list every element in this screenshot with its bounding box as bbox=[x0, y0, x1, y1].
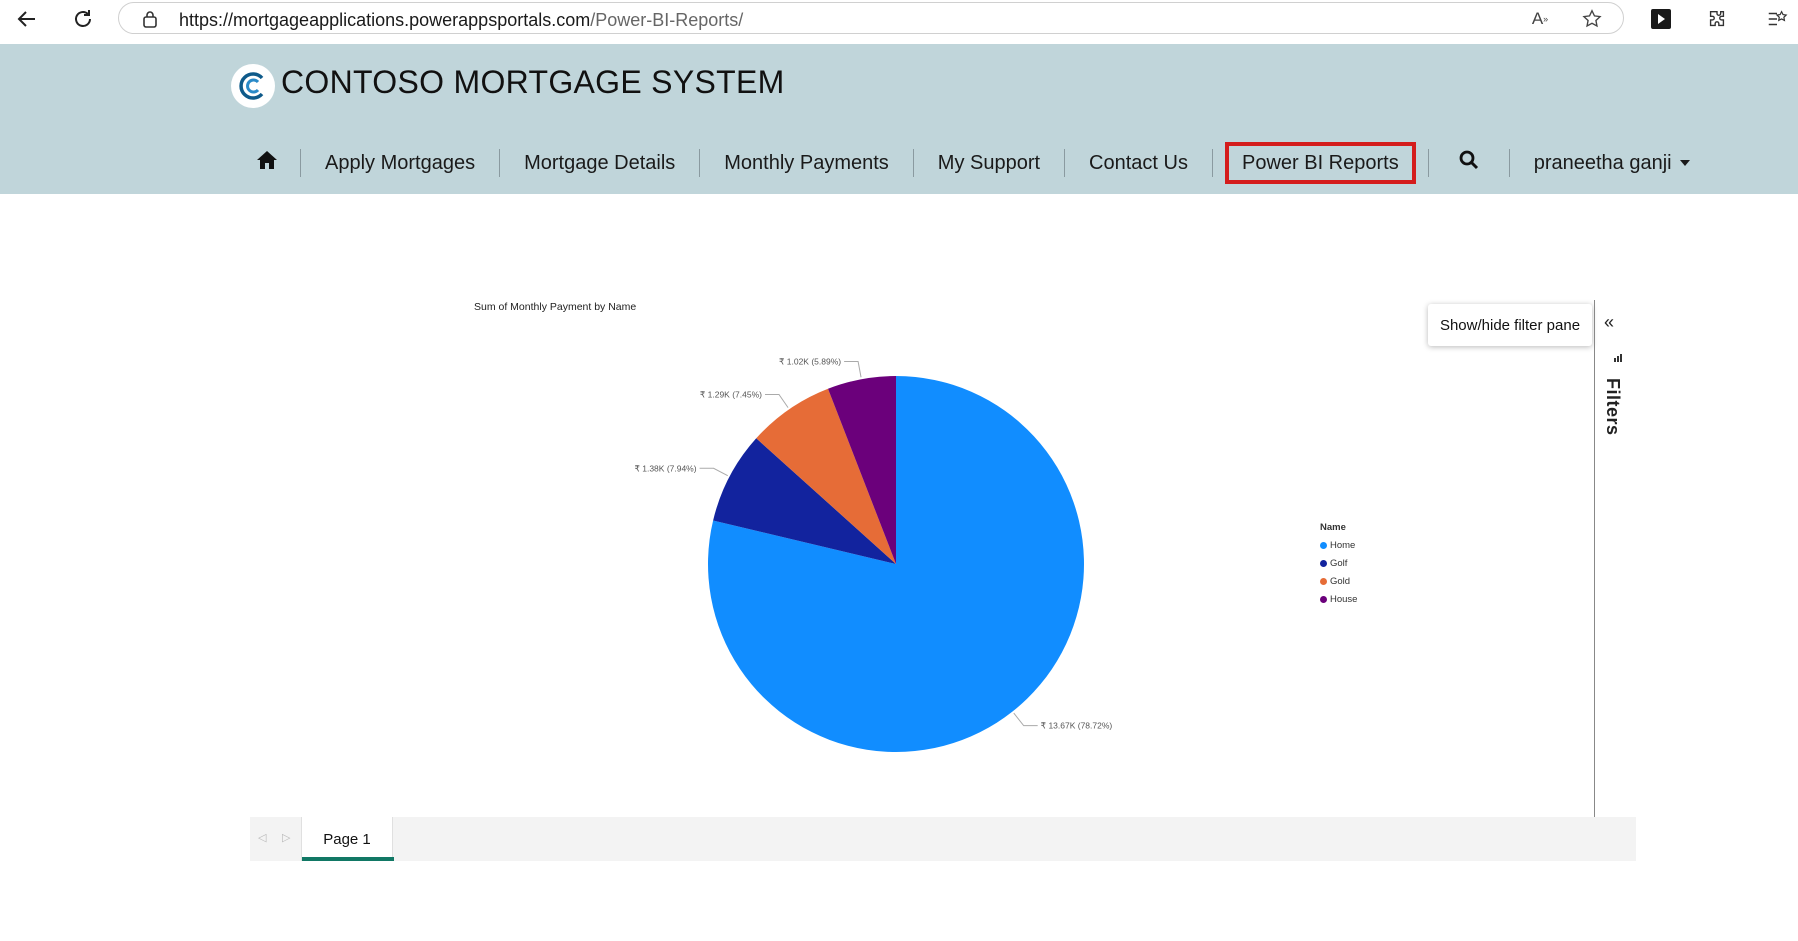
data-label-gold: ₹ 1.29K (7.45%) bbox=[700, 389, 762, 399]
site-title[interactable]: CONTOSO MORTGAGE SYSTEM bbox=[281, 64, 785, 100]
extension-play-icon[interactable] bbox=[1646, 4, 1676, 34]
data-label-home: ₹ 13.67K (78.72%) bbox=[1041, 721, 1113, 731]
nav-divider bbox=[1211, 149, 1213, 177]
filter-pane-tooltip: Show/hide filter pane bbox=[1428, 304, 1592, 346]
legend-item-house[interactable]: House bbox=[1320, 590, 1357, 608]
pie-slice-gold[interactable] bbox=[756, 388, 896, 564]
legend-label: Golf bbox=[1330, 557, 1348, 569]
legend-label: Home bbox=[1330, 539, 1356, 551]
user-name: praneetha ganji bbox=[1533, 151, 1672, 174]
read-aloud-icon[interactable]: A» bbox=[1531, 9, 1549, 28]
nav-divider bbox=[1508, 149, 1510, 177]
chevron-down-icon bbox=[1679, 160, 1690, 166]
nav-divider bbox=[300, 149, 301, 177]
leader-line-house bbox=[844, 361, 862, 378]
filter-pane-divider bbox=[1594, 300, 1595, 818]
chart-title: Sum of Monthly Payment by Name bbox=[474, 301, 637, 313]
nav-divider bbox=[1427, 149, 1429, 177]
browser-toolbar: https://mortgageapplications.powerappspo… bbox=[0, 0, 1798, 38]
next-page-icon[interactable]: ▷ bbox=[282, 832, 291, 844]
refresh-icon[interactable] bbox=[68, 4, 98, 34]
home-nav-item[interactable] bbox=[248, 142, 300, 184]
contoso-logo[interactable] bbox=[231, 64, 275, 108]
legend-label: House bbox=[1330, 593, 1358, 605]
home-icon bbox=[256, 150, 278, 176]
data-label-golf: ₹ 1.38K (7.94%) bbox=[634, 463, 696, 473]
collapse-filter-pane-icon[interactable]: « bbox=[1604, 312, 1615, 332]
user-menu[interactable]: praneetha ganji bbox=[1510, 142, 1714, 184]
filters-pane-label[interactable]: Filters bbox=[1603, 378, 1623, 436]
nav-contact-us[interactable]: Contact Us bbox=[1089, 151, 1188, 174]
nav-my-support[interactable]: My Support bbox=[937, 151, 1041, 174]
main-nav: Apply Mortgages Mortgage Details Monthly… bbox=[248, 142, 1714, 184]
leader-line-home bbox=[1013, 712, 1038, 727]
site-header: CONTOSO MORTGAGE SYSTEM Apply Mortgages … bbox=[0, 44, 1798, 194]
legend-item-golf[interactable]: Golf bbox=[1320, 554, 1357, 572]
favorite-star-icon[interactable] bbox=[1581, 8, 1603, 30]
address-bar[interactable]: https://mortgageapplications.powerappspo… bbox=[118, 2, 1624, 34]
nav-monthly-payments[interactable]: Monthly Payments bbox=[724, 151, 889, 174]
leader-line-golf bbox=[699, 467, 728, 477]
previous-page-icon[interactable]: ◁ bbox=[258, 832, 267, 844]
favorites-list-icon[interactable] bbox=[1762, 4, 1792, 34]
legend-swatch bbox=[1320, 577, 1327, 585]
page-tab[interactable]: Page 1 bbox=[301, 817, 394, 861]
nav-power-bi-reports[interactable]: Power BI Reports bbox=[1224, 142, 1416, 184]
nav-divider bbox=[699, 149, 701, 177]
legend-swatch bbox=[1320, 541, 1327, 549]
legend-title: Name bbox=[1320, 522, 1346, 533]
nav-divider bbox=[912, 149, 914, 177]
legend-swatch bbox=[1320, 559, 1327, 567]
filter-bar-icon[interactable] bbox=[1613, 350, 1623, 368]
url-host: https://mortgageapplications.powerappspo… bbox=[179, 10, 591, 30]
pie-slice-golf[interactable] bbox=[713, 438, 896, 564]
extensions-puzzle-icon[interactable] bbox=[1702, 4, 1732, 34]
nav-divider bbox=[499, 149, 501, 177]
url-text: https://mortgageapplications.powerappspo… bbox=[179, 10, 743, 31]
lock-icon[interactable] bbox=[139, 8, 161, 30]
chart-legend: Name Home Golf Gold House bbox=[1320, 522, 1357, 608]
pie-slice-house[interactable] bbox=[828, 376, 896, 564]
nav-mortgage-details[interactable]: Mortgage Details bbox=[524, 151, 676, 174]
legend-label: Gold bbox=[1330, 575, 1351, 587]
search-nav-item[interactable] bbox=[1429, 142, 1509, 184]
active-page-indicator bbox=[302, 857, 394, 861]
url-path: /Power-BI-Reports/ bbox=[590, 10, 744, 30]
data-label-house: ₹ 1.02K (5.89%) bbox=[779, 357, 841, 367]
legend-item-gold[interactable]: Gold bbox=[1320, 572, 1357, 590]
legend-item-home[interactable]: Home bbox=[1320, 536, 1357, 554]
report-pages-bar: ◁ ▷ Page 1 bbox=[250, 817, 1636, 861]
page-tab-label: Page 1 bbox=[323, 830, 371, 848]
nav-apply-mortgages[interactable]: Apply Mortgages bbox=[325, 151, 476, 174]
leader-line-gold bbox=[764, 393, 789, 408]
back-icon[interactable] bbox=[12, 4, 42, 34]
legend-swatch bbox=[1320, 595, 1327, 603]
search-icon bbox=[1459, 150, 1479, 176]
nav-divider bbox=[1064, 149, 1066, 177]
